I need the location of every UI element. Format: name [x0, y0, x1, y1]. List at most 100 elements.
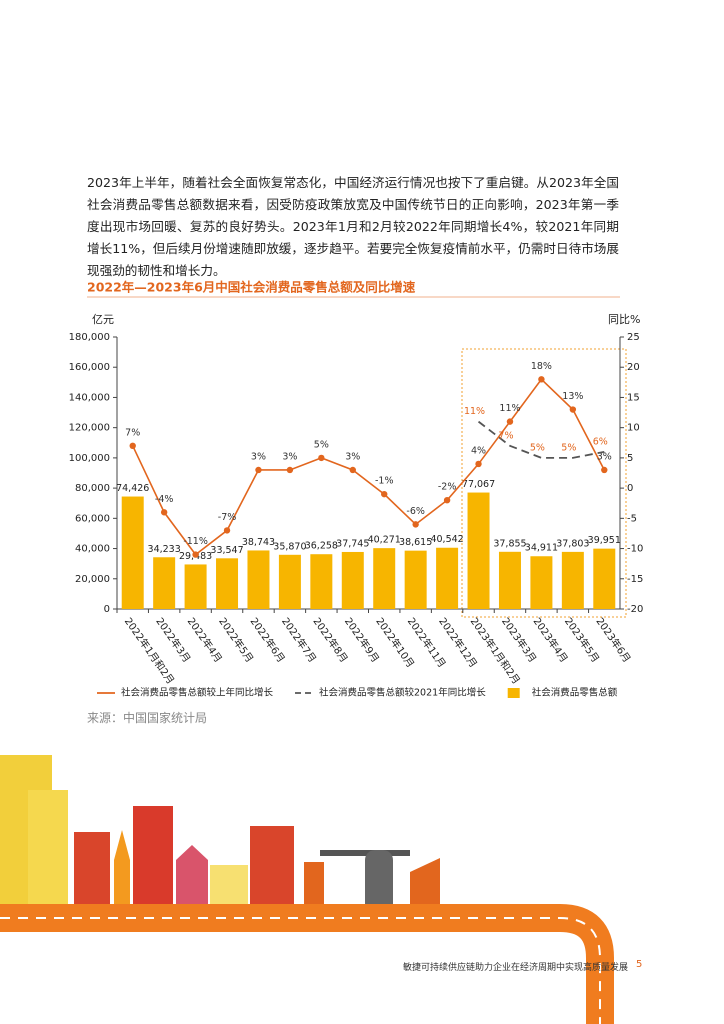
y2-tick-label: 20 — [627, 362, 640, 373]
bar — [404, 550, 427, 609]
bar — [561, 551, 584, 609]
bar-value-label: 37,803 — [556, 538, 589, 549]
legend-swatch — [507, 688, 520, 698]
bar-value-label: 37,855 — [493, 538, 526, 549]
line-value-label: 4% — [471, 445, 486, 456]
y-tick-label: 140,000 — [69, 392, 110, 403]
line-point — [443, 497, 451, 504]
bar-value-label: 38,743 — [242, 537, 275, 548]
line-point — [192, 551, 199, 558]
line-value-label: -4% — [155, 494, 174, 505]
line-value-label: 5% — [561, 442, 576, 453]
bar — [310, 554, 333, 609]
bar — [373, 548, 396, 609]
y2-tick-label: 0 — [627, 483, 633, 494]
bar — [341, 551, 364, 609]
line-point — [318, 454, 325, 462]
y-tick-label: 0 — [104, 604, 110, 615]
line-point — [381, 490, 388, 498]
bar — [278, 554, 301, 609]
y2-tick-label: -15 — [627, 574, 643, 585]
line-value-label: 6% — [593, 436, 608, 447]
line — [477, 420, 605, 459]
y-tick-label: 160,000 — [69, 362, 110, 373]
line-value-label: -7% — [218, 512, 237, 523]
bar-value-label: 77,067 — [462, 479, 495, 490]
bar-value-label: 40,271 — [368, 535, 401, 546]
line-point — [569, 406, 577, 413]
line-value-label: -2% — [438, 482, 457, 493]
line-point — [255, 466, 262, 474]
bar-value-label: 33,547 — [210, 545, 243, 556]
line-value-label: -1% — [375, 476, 394, 487]
line-point — [506, 418, 514, 425]
line-point — [475, 460, 482, 468]
line-value-label: 5% — [314, 439, 329, 450]
bar-value-label: 39,951 — [588, 535, 621, 546]
line-value-label: 11% — [464, 406, 485, 417]
source: 来源：中国国家统计局 — [87, 711, 208, 725]
line-value-label: 13% — [562, 391, 583, 402]
legend-label: 社会消费品零售总额较2021年同比增长 — [319, 687, 486, 699]
line-value-label: 7% — [125, 427, 140, 438]
bar-value-label: 74,426 — [116, 483, 149, 494]
bar-value-label: 34,233 — [148, 544, 181, 555]
bar-value-label: 35,870 — [273, 541, 306, 552]
bar-value-label: 36,258 — [305, 541, 338, 552]
line-value-label: 3% — [251, 451, 266, 462]
y-tick-label: 120,000 — [69, 423, 110, 434]
line-point — [160, 509, 168, 516]
paragraph: 2023年上半年，随着社会全面恢复常态化，中国经济运行情况也按下了重启键。从20… — [87, 175, 619, 278]
line-value-label: 3% — [597, 451, 612, 462]
bar-value-label: 37,745 — [336, 538, 369, 549]
bar-value-label: 38,615 — [399, 537, 432, 548]
line-value-label: 3% — [282, 451, 297, 462]
y2-tick-label: -20 — [627, 604, 643, 615]
y2-tick-label: 5 — [627, 453, 633, 464]
line-value-label: -6% — [406, 506, 425, 517]
y2-tick-label: 15 — [627, 392, 640, 403]
illustration — [0, 755, 614, 1024]
bar — [184, 564, 207, 609]
line-point — [129, 442, 136, 449]
chart-title: 2022年—2023年6月中国社会消费品零售总额及同比增速 — [87, 280, 416, 295]
line-value-label: 5% — [530, 442, 545, 453]
y-tick-label: 40,000 — [75, 544, 110, 555]
bar — [121, 496, 144, 609]
line-point — [538, 376, 545, 383]
legend-label: 社会消费品零售总额较上年同比增长 — [121, 687, 274, 699]
line-value-label: 11% — [499, 403, 520, 414]
line-value-label: 18% — [531, 361, 552, 372]
y-tick-label: 180,000 — [69, 332, 110, 343]
bar-value-label: 40,542 — [430, 534, 463, 545]
line-value-label: -11% — [183, 536, 208, 547]
y2-axis-label: 同比% — [608, 313, 640, 326]
line-point — [286, 466, 294, 474]
legend-label: 社会消费品零售总额 — [532, 687, 618, 699]
y-tick-label: 60,000 — [75, 513, 110, 524]
bar-value-label: 34,911 — [525, 543, 558, 554]
bar — [498, 551, 521, 609]
line-point — [349, 466, 356, 474]
line-point — [601, 466, 608, 474]
y-tick-label: 100,000 — [69, 453, 110, 464]
bar — [247, 550, 270, 609]
bar — [593, 548, 616, 609]
footer-text: 敏捷可持续供应链助力企业在经济周期中实现高质量发展 — [402, 963, 628, 973]
y-tick-label: 20,000 — [75, 574, 110, 585]
y-axis-label: 亿元 — [92, 313, 114, 326]
line-value-label: 7% — [498, 430, 513, 441]
bar — [216, 558, 239, 609]
bar — [467, 492, 490, 609]
y2-tick-label: -10 — [627, 544, 643, 555]
page-number: 5 — [636, 959, 643, 970]
y2-tick-label: -5 — [627, 513, 637, 524]
line-value-label: 3% — [345, 451, 360, 462]
bar — [436, 547, 459, 609]
y2-tick-label: 25 — [627, 332, 640, 343]
line-point — [412, 521, 419, 528]
line-point — [223, 527, 231, 534]
bar — [530, 556, 553, 609]
